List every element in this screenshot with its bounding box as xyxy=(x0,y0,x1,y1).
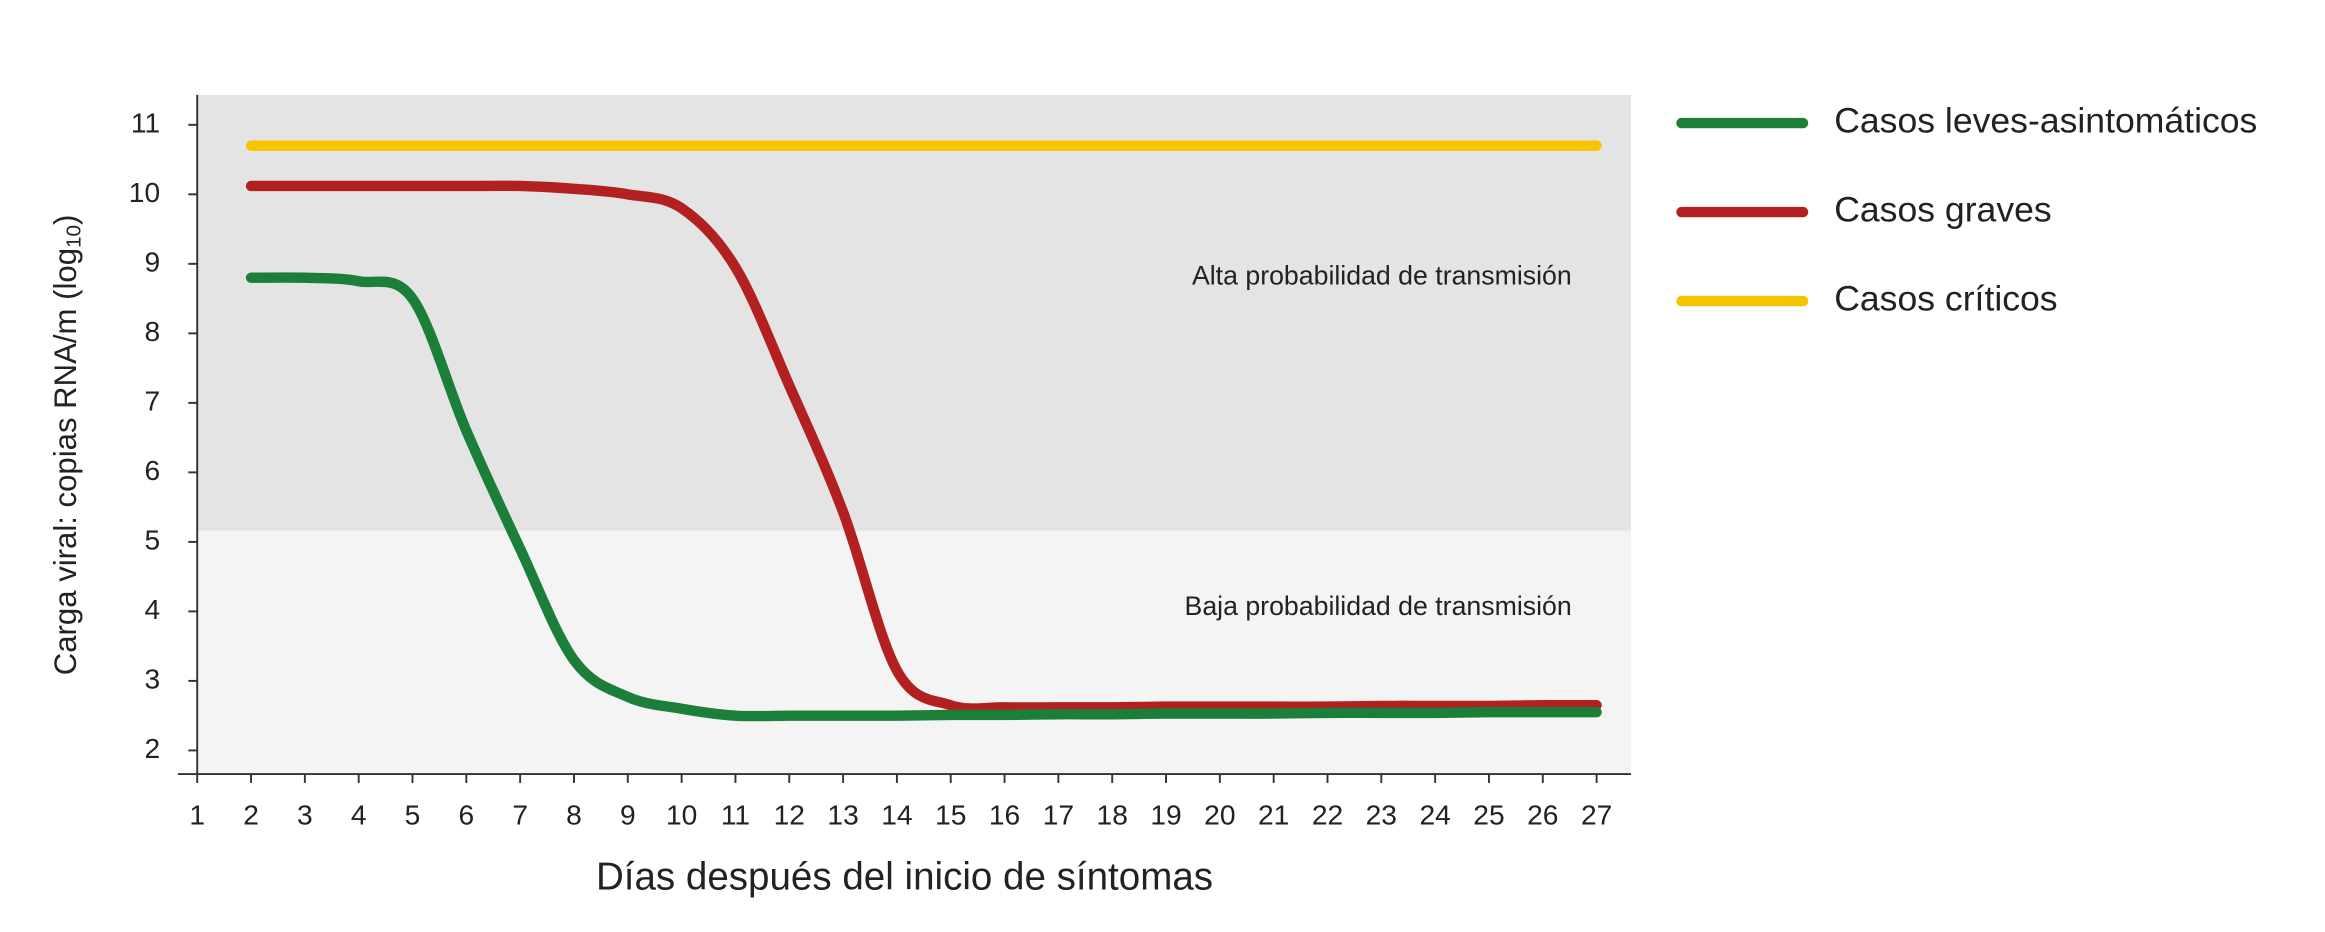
x-tick-label: 25 xyxy=(1473,798,1504,830)
x-tick-label: 21 xyxy=(1258,798,1289,830)
x-tick-label: 5 xyxy=(405,798,421,830)
legend-label: Casos graves xyxy=(1834,189,2052,229)
y-tick-label: 7 xyxy=(144,384,160,416)
x-tick-label: 19 xyxy=(1150,798,1181,830)
x-tick-label: 17 xyxy=(1043,798,1074,830)
y-axis-label-part: Carga viral: copias RNA/m (log xyxy=(48,248,83,675)
x-tick-label: 2 xyxy=(243,798,259,830)
x-tick-label: 11 xyxy=(721,798,750,830)
y-tick-label: 4 xyxy=(144,593,160,625)
region xyxy=(197,530,1632,775)
x-tick-label: 15 xyxy=(935,798,966,830)
x-tick-label: 24 xyxy=(1419,798,1450,830)
y-tick-label: 9 xyxy=(144,245,160,277)
legend: Casos leves-asintomáticos Casos graves Cas… xyxy=(1676,101,2257,318)
x-tick-label: 6 xyxy=(458,798,474,830)
x-tick-label: 4 xyxy=(351,798,367,830)
series-line xyxy=(245,272,1602,722)
x-tick-label: 10 xyxy=(666,798,697,830)
x-tick-label: 16 xyxy=(989,798,1020,830)
y-tick-label: 2 xyxy=(144,732,160,764)
x-axis-label: Días después del inicio de síntomas xyxy=(596,856,1213,899)
y-tick-label: 11 xyxy=(131,106,160,138)
lines xyxy=(245,140,1602,722)
x-tick-label: 22 xyxy=(1312,798,1343,830)
y-tick-label: 8 xyxy=(144,315,160,347)
x-tick-label: 3 xyxy=(297,798,313,830)
x-tick-label: 7 xyxy=(512,798,528,830)
x-tick-label: 13 xyxy=(827,798,858,830)
x-tick-label: 27 xyxy=(1581,798,1612,830)
x-tick-label: 9 xyxy=(620,798,636,830)
region xyxy=(197,94,1632,531)
y-tick-label: 3 xyxy=(144,662,160,694)
series-line xyxy=(245,180,1602,714)
y-tick-label: 10 xyxy=(129,176,160,208)
legend-label: Casos críticos xyxy=(1834,278,2057,318)
x-tick-label: 23 xyxy=(1366,798,1397,830)
y-axis-label-sub: 10 xyxy=(63,225,86,248)
region-label: Alta probabilidad de transmisión xyxy=(1192,260,1572,290)
y-tick-label: 6 xyxy=(144,454,160,486)
y-axis-label: Carga viral: copias RNA/m (log10) xyxy=(48,215,86,676)
x-tick-label: 8 xyxy=(566,798,582,830)
region-label: Baja probabilidad de transmisión xyxy=(1185,591,1572,621)
legend-label: Casos leves-asintomáticos xyxy=(1834,101,2257,141)
x-tick-label: 20 xyxy=(1204,798,1235,830)
x-tick-label: 14 xyxy=(881,798,912,830)
y-tick-label: 5 xyxy=(144,523,160,555)
x-tick-label: 18 xyxy=(1097,798,1128,830)
x-tick-label: 26 xyxy=(1527,798,1558,830)
regions: Alta probabilidad de transmisión Baja pro… xyxy=(197,94,1632,775)
x-tick-label: 12 xyxy=(774,798,805,830)
x-tick-label: 1 xyxy=(189,798,205,830)
y-axis-label-part: ) xyxy=(48,215,83,225)
